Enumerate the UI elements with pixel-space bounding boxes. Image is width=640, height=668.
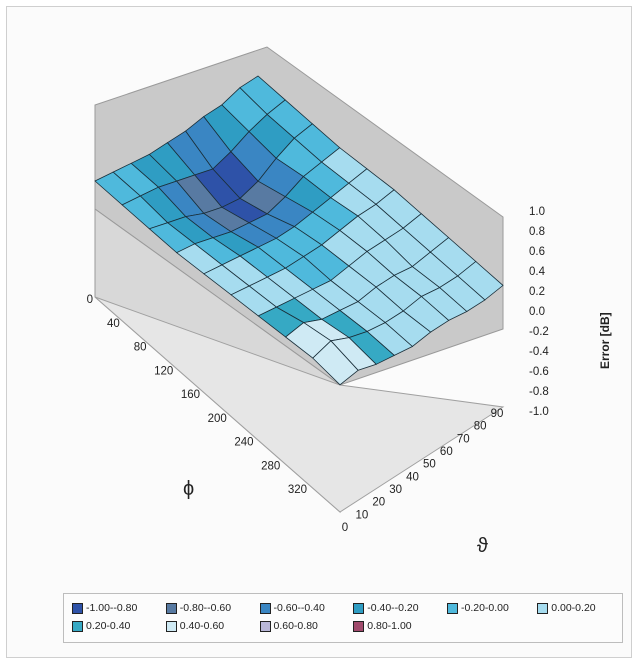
- legend-item: -0.40--0.20: [353, 602, 437, 614]
- legend-label: 0.80-1.00: [367, 620, 412, 632]
- legend-label: 0.20-0.40: [86, 620, 131, 632]
- legend-label: -0.20-0.00: [461, 602, 509, 614]
- phi-tick-label: 0: [87, 294, 93, 306]
- phi-tick-label: 240: [234, 437, 253, 449]
- surface-cell: [312, 340, 359, 386]
- z-axis-title: Error [dB]: [598, 312, 612, 369]
- floor: [94, 296, 505, 513]
- phi-axis-label: ϕ: [183, 478, 194, 500]
- theta-axis-label: ϑ: [477, 535, 488, 557]
- legend-swatch: [259, 620, 271, 632]
- legend-item: -0.60--0.40: [259, 602, 344, 614]
- theta-tick-label: 30: [389, 484, 402, 496]
- legend-swatch: [537, 602, 549, 614]
- theta-tick-label: 50: [423, 459, 436, 471]
- phi-tick-label: 200: [208, 413, 227, 425]
- chart-frame: 1.0 0.8 0.6 0.4 0.2 0.0 -0.2 -0.4 -0.6 -0.8 -1.0 0 4…: [6, 6, 632, 658]
- legend-label: -1.00--0.80: [86, 602, 138, 614]
- legend-swatch: [72, 602, 83, 614]
- phi-tick-label: 80: [134, 342, 147, 354]
- legend: -1.00--0.80 -0.80--0.60 -0.60--0.40 -0.40--…: [63, 593, 623, 643]
- legend-item: -1.00--0.80: [72, 602, 156, 614]
- theta-tick-label: 80: [474, 421, 487, 433]
- z-tick-label: 0.2: [529, 286, 545, 298]
- z-tick-label: -0.4: [529, 346, 549, 358]
- z-tick-label: 0.0: [529, 306, 545, 318]
- z-tick-label: -0.6: [529, 366, 549, 378]
- legend-label: -0.40--0.20: [367, 602, 419, 614]
- legend-swatch: [447, 602, 458, 614]
- theta-tick-label: 70: [457, 433, 470, 445]
- theta-tick-label: 20: [372, 497, 385, 509]
- legend-label: 0.60-0.80: [273, 620, 318, 632]
- z-tick-label: 0.6: [529, 246, 545, 258]
- legend-label: -0.60--0.40: [273, 602, 325, 614]
- phi-tick-label: 40: [107, 318, 120, 330]
- z-tick-label: -1.0: [529, 406, 549, 418]
- legend-label: -0.80--0.60: [179, 602, 232, 614]
- legend-label: 0.40-0.60: [179, 620, 225, 632]
- phi-tick-label: 160: [181, 389, 200, 401]
- surface-chart: 1.0 0.8 0.6 0.4 0.2 0.0 -0.2 -0.4 -0.6 -0.8 -1.0 0 4…: [87, 46, 612, 557]
- phi-tick-label: 320: [288, 484, 307, 496]
- legend-swatch: [165, 602, 177, 614]
- legend-swatch: [259, 602, 271, 614]
- theta-tick-label: 40: [406, 471, 419, 483]
- theta-tick-label: 90: [491, 408, 504, 420]
- theta-tick-label: 10: [355, 509, 368, 521]
- legend-item: 0.40-0.60: [165, 620, 250, 632]
- legend-item: -0.80--0.60: [165, 602, 250, 614]
- phi-tick-label: 280: [261, 460, 280, 472]
- legend-swatch: [165, 620, 177, 632]
- legend-swatch: [72, 620, 83, 632]
- z-tick-label: -0.8: [529, 386, 549, 398]
- legend-label: 0.00-0.20: [551, 602, 596, 614]
- legend-item: -0.20-0.00: [447, 602, 527, 614]
- z-tick-label: 0.8: [529, 226, 545, 238]
- theta-tick-label: 60: [440, 446, 453, 458]
- phi-tick-label: 120: [154, 365, 173, 377]
- legend-item: 0.20-0.40: [72, 620, 156, 632]
- legend-item: 0.00-0.20: [537, 602, 614, 614]
- z-tick-label: -0.2: [529, 326, 549, 338]
- legend-swatch: [353, 602, 365, 614]
- legend-swatch: [353, 620, 365, 632]
- z-tick-label: 1.0: [529, 206, 545, 218]
- legend-item: 0.80-1.00: [353, 620, 437, 632]
- surface-mesh: [94, 75, 504, 386]
- axis-ticks: 1.0 0.8 0.6 0.4 0.2 0.0 -0.2 -0.4 -0.6 -0.8 -1.0 0 4…: [87, 206, 550, 534]
- z-tick-label: 0.4: [529, 266, 546, 278]
- theta-tick-label: 0: [342, 522, 348, 534]
- legend-item: 0.60-0.80: [259, 620, 344, 632]
